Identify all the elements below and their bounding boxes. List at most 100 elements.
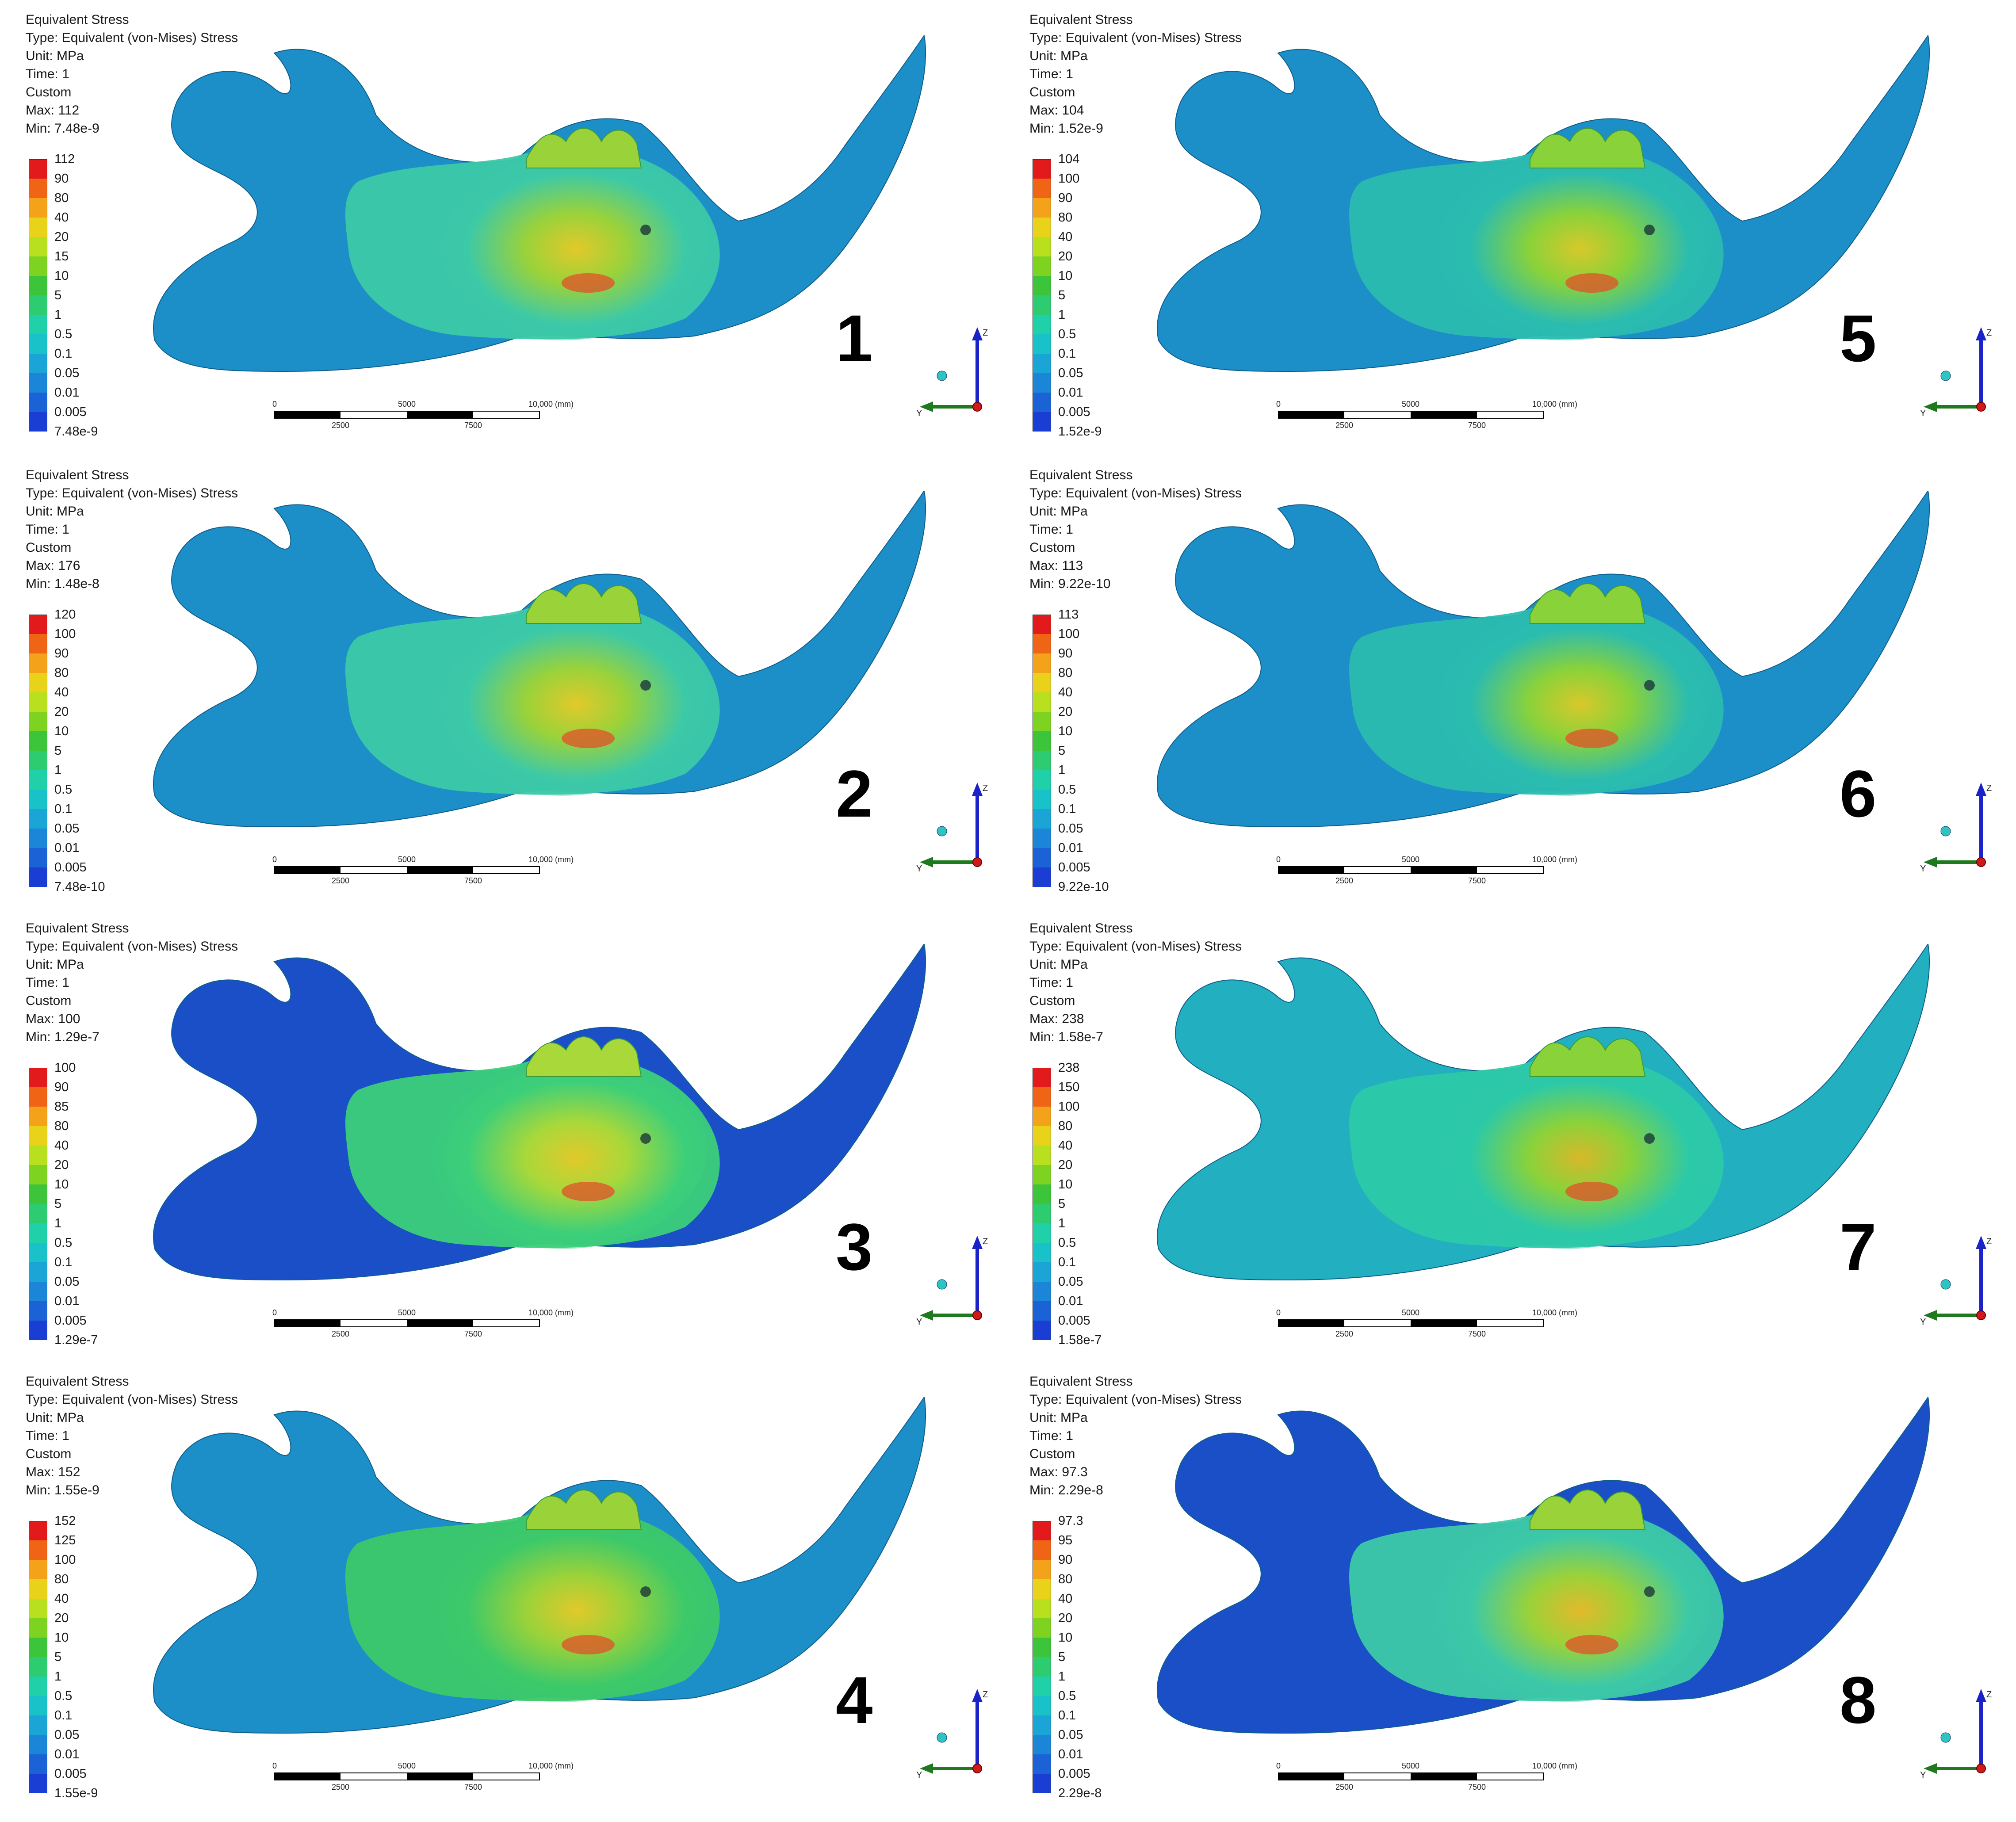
result-type: Type: Equivalent (von-Mises) Stress [1029,939,1242,954]
stress-panel-7: Equivalent Stress Type: Equivalent (von-… [1008,909,2016,1364]
legend-band: 125 [29,1533,144,1560]
legend-label: 0.05 [1058,366,1083,380]
scale-label-2500: 2500 [332,1783,350,1791]
scale-bar: 0 5000 10,000 (mm) 2500 7500 [1276,853,1658,893]
z-axis-label: Z [1986,1690,1992,1700]
legend-label: 0.005 [1058,1767,1090,1781]
jaw-mesh [153,944,926,1281]
legend-swatch [29,1126,47,1146]
legend-label: 0.05 [54,366,80,380]
legend-label: 20 [54,230,69,244]
legend-band: 80 [1033,1572,1148,1599]
legend-swatch [29,354,47,373]
legend-band: 100 [1033,1100,1148,1126]
legend-swatch [1033,1638,1051,1657]
legend-band: 10 [1033,724,1148,751]
scale-label-2500: 2500 [1335,1783,1354,1791]
legend-label: 90 [54,1080,69,1094]
legend-label: 0.1 [54,1255,73,1269]
legend-band: 0.01 [1033,386,1148,412]
legend-band: 10 [1033,1177,1148,1204]
legend-label: 100 [1058,1100,1080,1114]
legend-swatch [29,1774,47,1793]
legend-band: 10 [29,269,144,295]
jaw-mesh [153,491,926,828]
scale-label-7500: 7500 [464,1329,482,1338]
legend-swatch [1033,1618,1051,1638]
stress-panel-8: Equivalent Stress Type: Equivalent (von-… [1008,1362,2016,1817]
scale-bar-graphic [274,1319,540,1327]
legend-band: 0.01 [1033,1747,1148,1774]
y-axis-label: Y [1920,1770,1926,1780]
result-time: Time: 1 [26,67,69,81]
legend-swatch [1033,276,1051,295]
scale-label-10000: 10,000 (mm) [1532,855,1578,864]
legend-swatch [1033,295,1051,315]
legend-label: 97.3 [1058,1514,1083,1528]
legend-label: 10 [54,724,69,738]
legend-swatch [29,1599,47,1618]
legend-swatch [29,1638,47,1657]
legend-label: 0.5 [54,1236,73,1250]
legend-swatch [1033,1715,1051,1735]
y-axis-label: Y [916,1770,922,1780]
legend-swatch [1033,1204,1051,1223]
legend-band: 90 [29,172,144,198]
coordinate-triad [1924,1689,1986,1774]
legend-band: 5 [1033,744,1148,770]
legend-label: 1 [54,308,62,322]
legend-band: 90 [1033,191,1148,218]
legend-label: 0.01 [1058,1294,1083,1308]
legend-swatch [1033,867,1051,887]
legend-swatch [1033,393,1051,412]
legend-band: 150 [1033,1080,1148,1107]
legend-label: 1 [1058,1669,1066,1684]
scale-label-0: 0 [272,400,277,409]
result-max: Max: 100 [26,1012,80,1026]
legend-band: 10 [29,1177,144,1204]
legend-swatch [1033,1165,1051,1184]
stress-panel-5: Equivalent Stress Type: Equivalent (von-… [1008,0,2016,455]
scale-label-7500: 7500 [464,876,482,885]
legend-label: 40 [1058,685,1073,699]
legend-band: 90 [29,646,144,673]
legend-label: 5 [1058,1650,1066,1664]
legend-label: 0.1 [54,347,73,361]
legend-label: 0.5 [1058,1236,1076,1250]
result-min: Min: 2.29e-8 [1029,1483,1103,1497]
z-axis-label: Z [1986,328,1992,338]
result-unit: Unit: MPa [1029,504,1088,519]
legend-band: 0.05 [29,1275,144,1301]
legend-band: 0.1 [29,802,144,829]
y-axis-label: Y [1920,1317,1926,1327]
legend-band: 5 [29,288,144,315]
legend-band: 80 [29,1119,144,1146]
legend-swatch [1033,751,1051,770]
scale-label-5000: 5000 [1402,1308,1420,1317]
result-custom: Custom [1029,540,1075,555]
scale-bar: 0 5000 10,000 (mm) 2500 7500 [1276,398,1658,438]
legend-swatch [1033,1754,1051,1774]
scale-bar: 0 5000 10,000 (mm) 2500 7500 [1276,1760,1658,1799]
legend-label: 1 [54,1669,62,1684]
scale-bar-graphic [1278,411,1544,419]
legend-swatch [29,1184,47,1204]
legend-swatch [29,1579,47,1599]
color-legend: 238 150 100 80 40 20 10 5 1 0.5 [1033,1061,1148,1347]
legend-band: 0.01 [29,1294,144,1321]
legend-band: 0.1 [29,1708,144,1735]
legend-label: 0.5 [1058,783,1076,797]
legend-label: 113 [1058,607,1079,622]
result-title: Equivalent Stress [1029,468,1133,482]
legend-label: 238 [1058,1061,1080,1075]
legend-swatch [29,1204,47,1223]
scale-label-0: 0 [1276,855,1281,864]
legend-band: 40 [29,1138,144,1165]
legend-band: 0.5 [1033,783,1148,809]
legend-band: 40 [1033,230,1148,256]
legend-band: 238 [1033,1061,1148,1087]
legend-label: 5 [54,1197,62,1211]
legend-band: 0.1 [29,347,144,373]
legend-label: 0.005 [1058,1314,1090,1328]
legend-swatch [29,1301,47,1321]
